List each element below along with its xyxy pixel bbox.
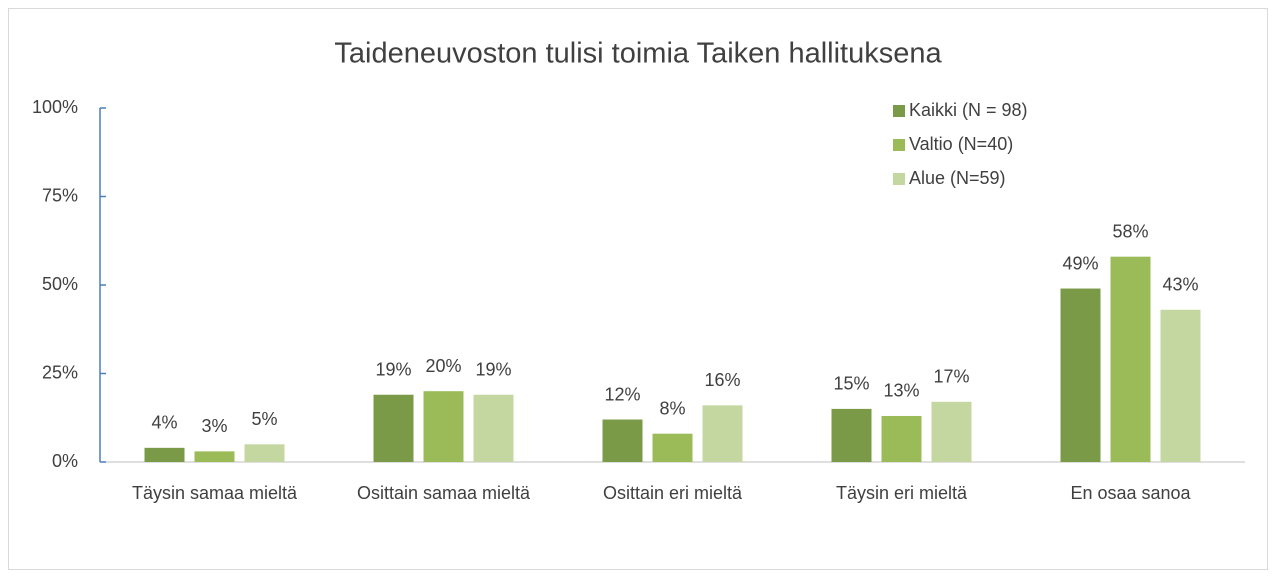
bar	[881, 415, 922, 462]
y-tick-label: 25%	[42, 362, 78, 382]
value-label: 20%	[425, 356, 461, 376]
bar	[1110, 256, 1151, 462]
value-label: 43%	[1162, 275, 1198, 295]
legend-label: Kaikki (N = 98)	[909, 100, 1028, 120]
bar	[1160, 309, 1201, 462]
x-tick-label: Osittain samaa mieltä	[357, 483, 531, 503]
bar	[831, 408, 872, 462]
bar	[194, 451, 235, 462]
value-label: 16%	[704, 370, 740, 390]
bar	[244, 444, 285, 462]
bar	[473, 394, 514, 462]
bar	[373, 394, 414, 462]
legend-label: Alue (N=59)	[909, 168, 1006, 188]
chart-border	[8, 8, 1268, 570]
bar	[1060, 288, 1101, 462]
value-label: 58%	[1112, 221, 1148, 241]
y-tick-label: 100%	[32, 97, 78, 117]
bar	[144, 447, 185, 462]
value-label: 12%	[604, 384, 640, 404]
value-label: 19%	[375, 359, 411, 379]
value-label: 19%	[475, 359, 511, 379]
legend-swatch	[893, 139, 905, 151]
legend-swatch	[893, 173, 905, 185]
y-tick-label: 0%	[52, 451, 78, 471]
bar	[931, 401, 972, 462]
value-label: 5%	[251, 409, 277, 429]
bar	[702, 405, 743, 462]
bar	[652, 433, 693, 462]
x-tick-label: Osittain eri mieltä	[603, 483, 743, 503]
y-tick-label: 75%	[42, 185, 78, 205]
bar	[602, 419, 643, 462]
value-label: 3%	[201, 416, 227, 436]
legend-swatch	[893, 105, 905, 117]
bar	[423, 391, 464, 462]
legend-label: Valtio (N=40)	[909, 134, 1013, 154]
x-tick-label: Täysin samaa mieltä	[132, 483, 298, 503]
value-label: 17%	[933, 367, 969, 387]
x-tick-label: Täysin eri mieltä	[836, 483, 968, 503]
value-label: 8%	[659, 398, 685, 418]
value-label: 49%	[1062, 253, 1098, 273]
chart-title: Taideneuvoston tulisi toimia Taiken hall…	[334, 38, 942, 70]
value-label: 15%	[833, 374, 869, 394]
value-label: 13%	[883, 381, 919, 401]
y-tick-label: 50%	[42, 274, 78, 294]
x-tick-label: En osaa sanoa	[1070, 483, 1191, 503]
value-label: 4%	[151, 413, 177, 433]
